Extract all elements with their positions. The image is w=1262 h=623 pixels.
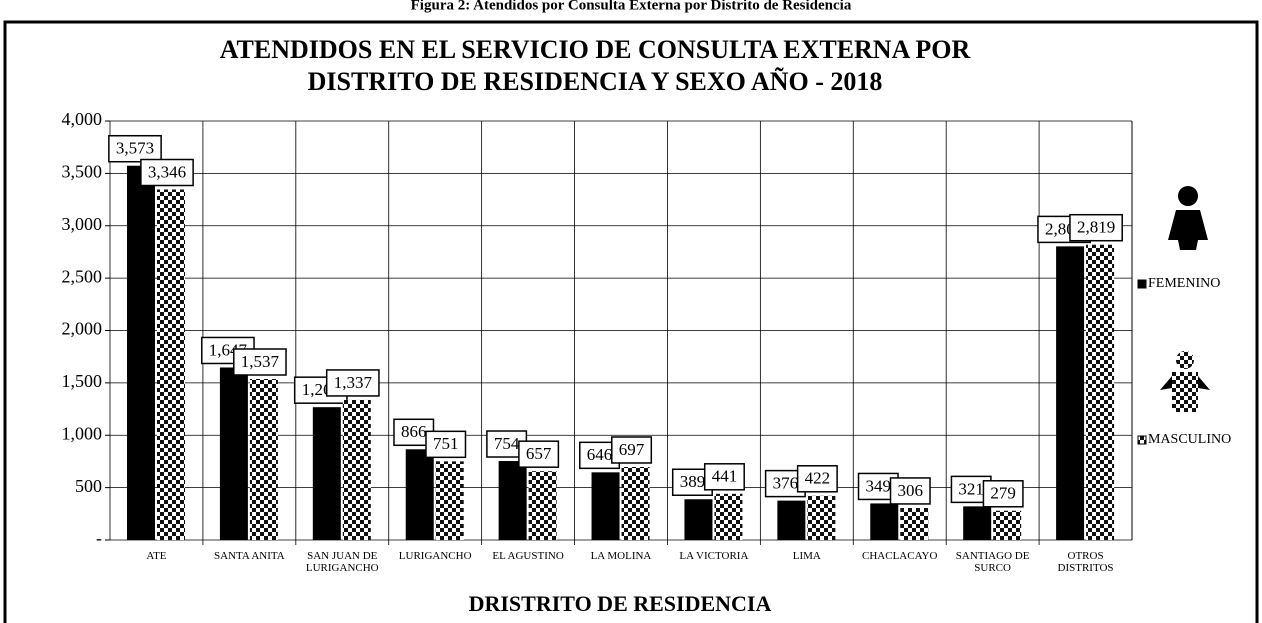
x-tick-label: OTROS DISTRITOS [1057,550,1114,574]
value-label-box [611,436,653,464]
bar [714,493,743,540]
chart-title: ATENDIDOS EN EL SERVICIO DE CONSULTA EXT… [219,35,971,96]
bar [498,461,527,540]
bar [1056,246,1085,541]
value-label-box [425,430,467,459]
bar [963,506,992,540]
x-tick-label: SANTA ANITA [214,550,285,562]
value-label: 754 [494,434,520,453]
bar [127,165,155,540]
x-tick-label: ATE [146,550,167,562]
y-tick-label: 4,000 [62,109,103,129]
bar [249,378,278,540]
value-label-box [140,158,194,187]
legend-swatch [1137,279,1147,289]
legend-swatch [1137,435,1147,445]
bar [591,472,620,540]
value-label: 866 [401,422,427,441]
value-label: 646 [587,445,613,464]
value-label-box [1069,213,1123,242]
bar [405,449,434,540]
y-tick-label: 1,500 [62,371,103,391]
value-label: 697 [619,440,645,459]
value-label-box [889,477,931,505]
value-label: 376 [773,474,799,493]
value-label-box [796,465,838,493]
y-tick-label: 3,000 [62,214,103,234]
legend-label: FEMENINO [1148,276,1220,291]
x-axis-label: DRISTRITO DE RESIDENCIA [469,591,772,616]
y-tick-label: 500 [75,476,102,496]
value-label: 349 [866,476,892,495]
bar [684,499,713,540]
y-tick-label: - [96,528,102,548]
bar [1086,244,1115,540]
value-label: 3,346 [148,162,186,181]
bar [807,495,836,540]
bar [621,466,650,540]
y-tick-label: 2,500 [62,266,103,286]
female-icon [1168,186,1208,250]
y-tick-label: 1,000 [62,423,103,443]
value-label: 2,819 [1077,218,1115,237]
x-tick-label: SANTIAGO DE SURCO [955,550,1030,574]
x-tick-label: CHACLACAYO [862,550,938,562]
value-label-box [518,440,560,468]
value-label: 657 [526,444,552,463]
value-label: 3,573 [116,139,154,158]
x-tick-label: LA VICTORIA [679,550,749,562]
y-tick-label: 3,500 [62,162,103,182]
bar [435,461,464,540]
x-tick-label: EL AGUSTINO [492,550,564,562]
bar [777,500,806,540]
bar [900,507,929,540]
value-label-box [703,463,745,491]
x-tick-label: LA MOLINA [590,550,652,562]
bar [219,367,248,540]
legend-label: MASCULINO [1148,432,1231,447]
caption: Figura 2: Atendidos por Consulta Externa… [411,0,852,13]
value-label: 1,337 [334,373,373,392]
value-label-box [982,480,1024,508]
bar [528,471,557,540]
bar [157,189,185,540]
value-label: 321 [958,479,984,498]
x-tick-label: LURIGANCHO [398,550,472,562]
value-label: 441 [712,467,738,486]
value-label: 422 [805,469,831,488]
x-tick-label: SAN JUAN DE LURIGANCHO [305,550,379,574]
bar [312,407,341,540]
value-label: 306 [898,481,924,500]
value-label: 279 [990,484,1016,503]
bar [342,399,371,540]
value-label: 389 [680,472,706,491]
bar [870,503,899,540]
value-label-box [325,369,380,397]
x-tick-label: LIMA [792,550,821,562]
value-label: 1,537 [241,352,280,371]
y-tick-label: 2,000 [62,319,103,339]
value-label: 751 [433,434,459,453]
bar [993,510,1022,540]
value-label-box [108,134,162,163]
male-icon [1160,351,1210,412]
value-label-box [233,348,287,376]
